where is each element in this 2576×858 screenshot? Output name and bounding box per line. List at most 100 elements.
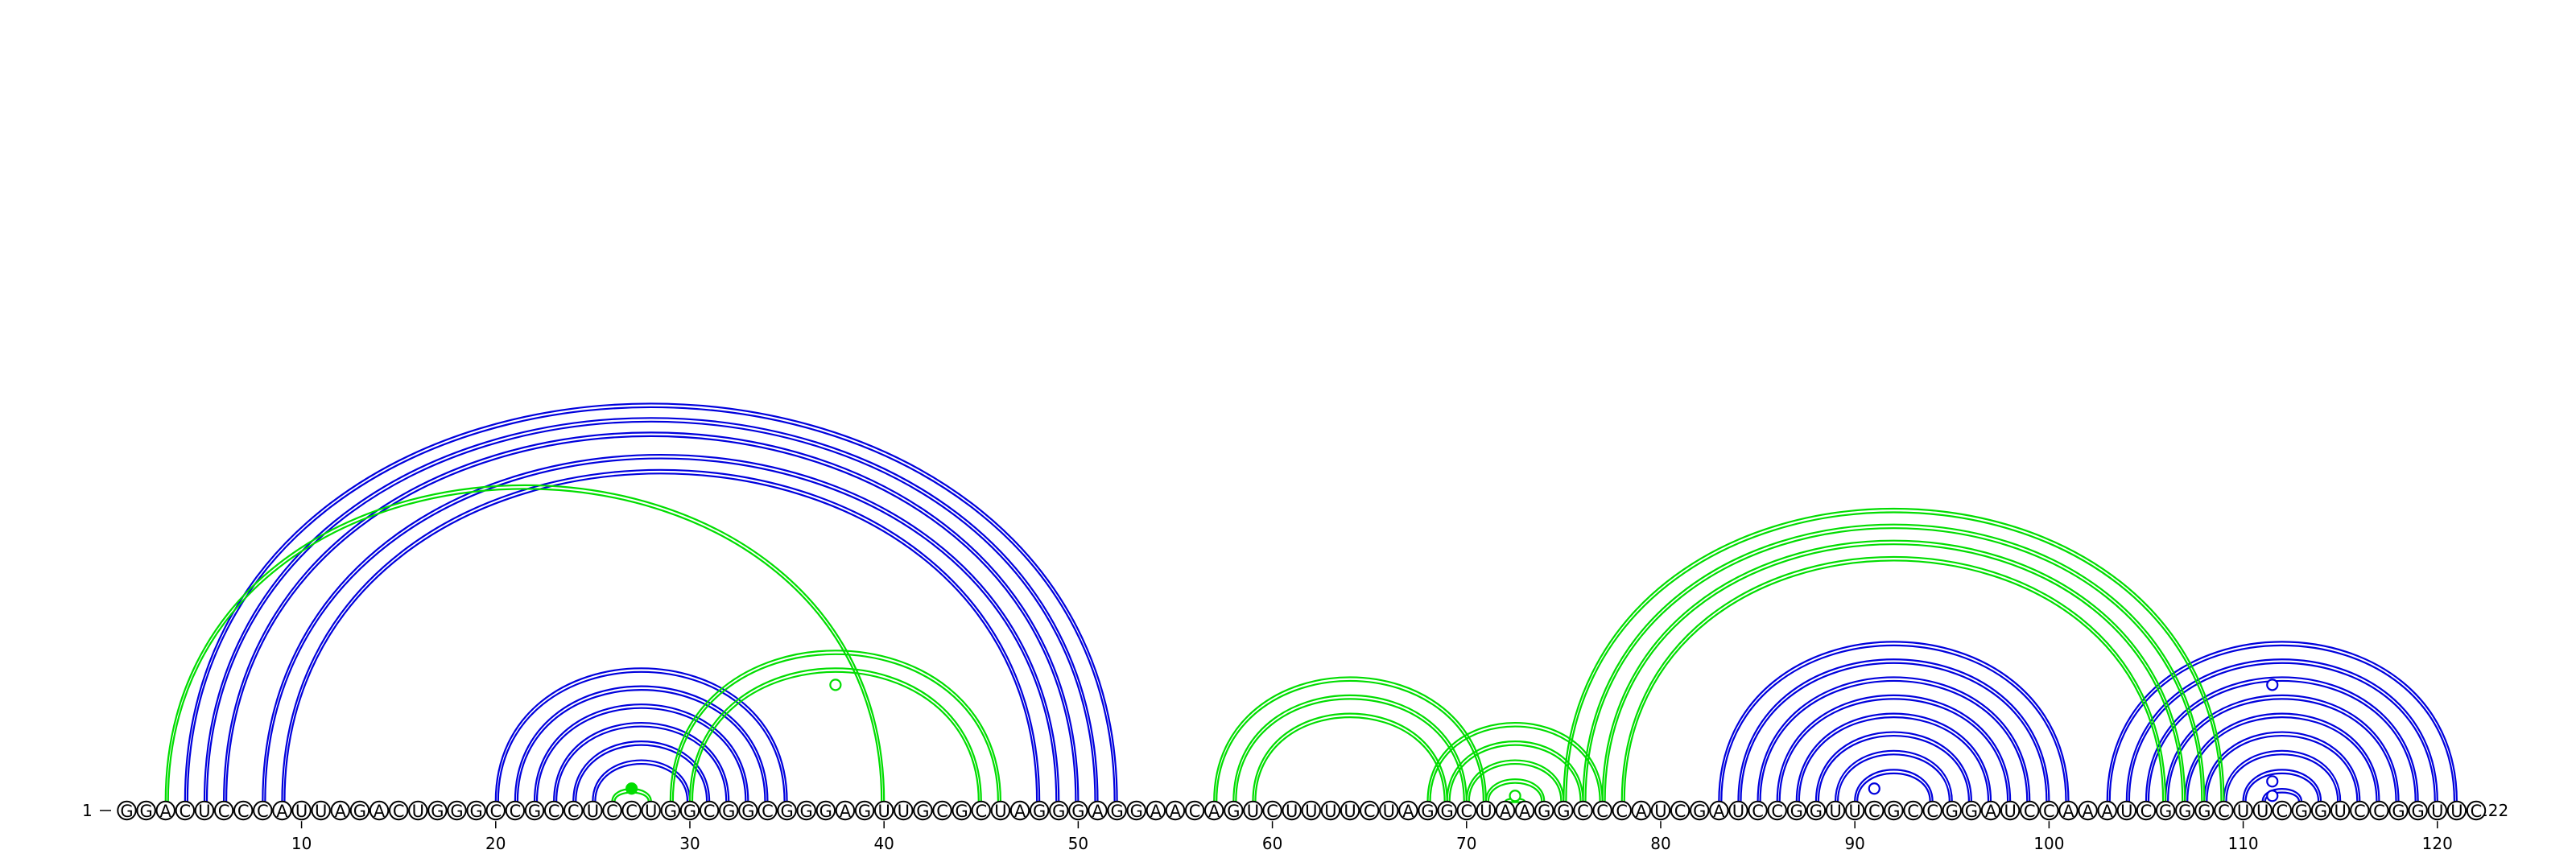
nucleotide-letter: U [1480,802,1492,821]
nucleotide-circle [117,800,137,821]
nucleotide-letter: C [180,802,192,821]
nucleotide-56: C [1184,800,1205,821]
green-arc-inner-57-71 [1216,679,1484,802]
nucleotide-letter: A [840,802,852,821]
nucleotide-79: A [1631,800,1652,821]
nucleotide-circle [699,800,720,821]
nucleotide-52: G [1107,800,1127,821]
nucleotide-37: G [815,800,836,821]
nucleotide-letter: C [1577,802,1589,821]
nucleotide-122: C [2466,800,2487,821]
nucleotide-circle [2310,800,2331,821]
nucleotide-letter: U [1324,802,1336,821]
nucleotide-80: U [1650,800,1671,821]
nucleotide-letter: U [412,802,424,821]
nucleotide-7: C [233,800,254,821]
blue-arc-inner-90-94 [1856,772,1931,802]
nucleotide-letter: G [470,802,483,821]
nucleotide-121: U [2446,800,2467,821]
nucleotide-98: U [2000,800,2021,821]
nucleotide-circle [155,800,175,821]
nucleotide-circle [1690,800,1710,821]
nucleotide-circle [2136,800,2157,821]
nucleotide-19: G [466,800,486,821]
blue-arc-inner-88-96 [1817,735,1970,802]
nucleotide-letter: G [450,802,463,821]
nucleotide-letter: G [1965,802,1978,821]
nucleotide-letter: A [1519,802,1531,821]
nucleotide-circle [1126,800,1146,821]
nucleotide-circle [679,800,700,821]
nucleotide-22: G [524,800,545,821]
nucleotide-82: G [1690,800,1710,821]
nucleotide-circle [543,800,564,821]
nucleotide-circle [1398,800,1418,821]
nucleotide-24: C [564,800,584,821]
blue-arc-inner-87-97 [1798,716,1990,802]
green-arc-inner-78-106 [1623,559,2165,802]
green-arc-58-70 [1232,694,1468,802]
blue-arc-24-31 [572,740,711,802]
nucleotide-41: U [894,800,914,821]
green-arc-inner-58-70 [1235,698,1465,802]
nucleotide-letter: A [1713,802,1725,821]
nucleotide-circle [194,800,215,821]
nucleotide-28: U [641,800,661,821]
nucleotide-106: G [2155,800,2176,821]
nucleotide-letter: A [1500,802,1512,821]
tick-label-120: 120 [2422,834,2453,853]
blue-arc-25-30 [592,759,691,802]
blue-arc-109-115 [2223,749,2342,802]
green-arc-inner-70-75 [1468,762,1563,802]
nucleotide-letter: U [877,802,890,821]
nucleotide-letter: C [218,802,230,821]
nucleotide-letter: U [1848,802,1860,821]
blue-arc-inner-24-31 [575,744,708,802]
nucleotide-90: U [1844,800,1865,821]
nucleotide-circle [2408,800,2428,821]
nucleotide-letter: G [1557,802,1570,821]
nucleotide-circle [952,800,972,821]
blue-arc-8-49 [262,454,1060,802]
nucleotide-letter: G [858,802,871,821]
nucleotide-letter: A [1092,802,1104,821]
nucleotide-letter: G [741,802,754,821]
nucleotide-65: C [1359,800,1380,821]
nucleotide-35: G [777,800,797,821]
nucleotide-circle [1146,800,1166,821]
nucleotide-circle [2388,800,2409,821]
nucleotide-circle [2291,800,2312,821]
nucleotide-letter: A [2062,802,2074,821]
nucleotide-letter: G [1227,802,1240,821]
nucleotide-75: G [1554,800,1574,821]
nucleotide-39: G [854,800,875,821]
nucleotide-circle [796,800,816,821]
nucleotide-14: A [369,800,390,821]
nucleotide-96: G [1961,800,1982,821]
blue-arc-inner-20-35 [497,670,786,802]
nucleotide-108: G [2194,800,2215,821]
nucleotide-10: U [291,800,312,821]
nucleotide-circle [1709,800,1729,821]
nucleotide-26: C [602,800,622,821]
nucleotide-92: G [1884,800,1904,821]
green-arc-59-69 [1252,712,1448,802]
nucleotide-109: C [2214,800,2234,821]
nucleotide-letter: G [528,802,541,821]
nucleotide-circle [2097,800,2117,821]
nucleotide-letter: C [1460,802,1472,821]
nucleotide-letter: C [510,802,522,821]
nucleotide-letter: G [664,802,677,821]
blue-arc-104-120 [2125,658,2438,802]
nucleotide-letter: C [1266,802,1278,821]
nucleotide-circle [1884,800,1904,821]
nucleotide-49: G [1049,800,1069,821]
nucleotide-circle [1262,800,1282,821]
nucleotide-letter: U [1732,802,1744,821]
nucleotide-circle [1786,800,1807,821]
nucleotide-119: G [2408,800,2428,821]
nucleotide-circle [602,800,622,821]
nucleotide-letter: C [1364,802,1376,821]
tick-label-10: 10 [291,834,312,853]
green-arc-78-106 [1620,556,2167,802]
